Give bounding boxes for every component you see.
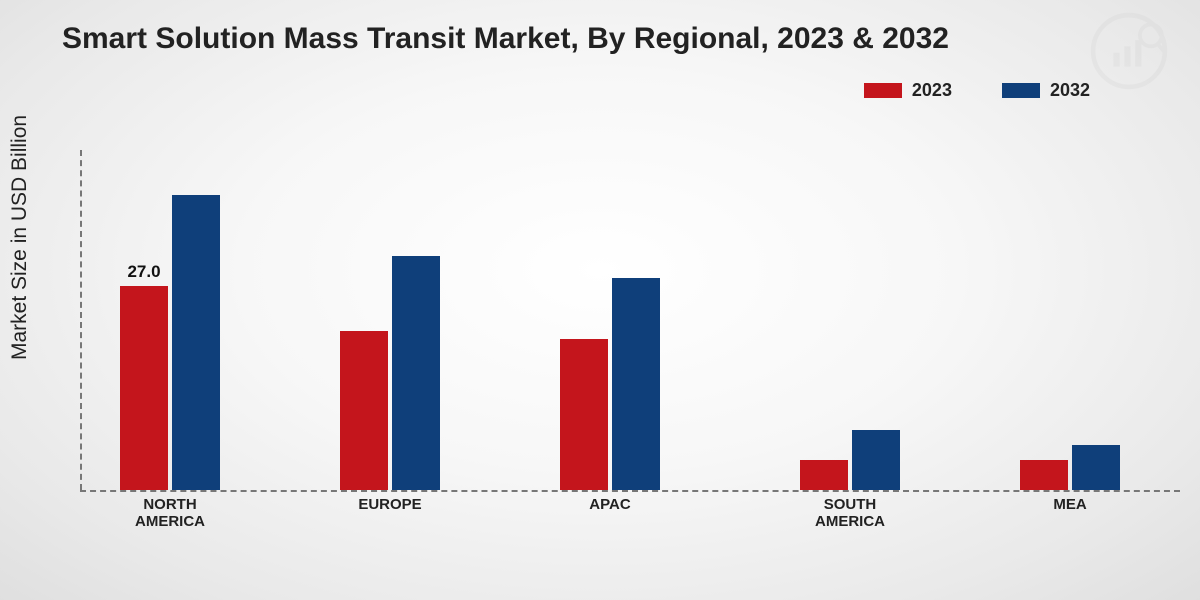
legend-item-2032: 2032 bbox=[1002, 80, 1090, 101]
bar-2032 bbox=[172, 195, 220, 490]
bar-2023 bbox=[800, 460, 848, 490]
category-label: MEA bbox=[1000, 496, 1140, 513]
bar-group bbox=[560, 278, 660, 490]
bar-2023: 27.0 bbox=[120, 286, 168, 490]
bar-group bbox=[340, 256, 440, 490]
bar-group: 27.0 bbox=[120, 195, 220, 490]
bar-group bbox=[1020, 445, 1120, 490]
bar-2023 bbox=[560, 339, 608, 490]
bar-2032 bbox=[852, 430, 900, 490]
chart-title: Smart Solution Mass Transit Market, By R… bbox=[62, 22, 949, 56]
x-axis-line bbox=[80, 490, 1180, 492]
category-label: APAC bbox=[540, 496, 680, 513]
legend-swatch-2023 bbox=[864, 83, 902, 98]
bar-group bbox=[800, 430, 900, 490]
category-label: NORTHAMERICA bbox=[100, 496, 240, 531]
watermark-logo bbox=[1090, 12, 1168, 90]
y-axis-line bbox=[80, 150, 82, 490]
chart-plot-area: 27.0 NORTHAMERICAEUROPEAPACSOUTHAMERICAM… bbox=[80, 150, 1180, 520]
bar-2032 bbox=[1072, 445, 1120, 490]
category-label: SOUTHAMERICA bbox=[780, 496, 920, 531]
category-label: EUROPE bbox=[320, 496, 460, 513]
legend-label-2032: 2032 bbox=[1050, 80, 1090, 101]
bar-2032 bbox=[612, 278, 660, 490]
bar-2023 bbox=[340, 331, 388, 490]
legend: 2023 2032 bbox=[864, 80, 1090, 101]
legend-label-2023: 2023 bbox=[912, 80, 952, 101]
legend-swatch-2032 bbox=[1002, 83, 1040, 98]
bar-value-label: 27.0 bbox=[120, 262, 168, 286]
bar-2023 bbox=[1020, 460, 1068, 490]
bar-2032 bbox=[392, 256, 440, 490]
y-axis-label: Market Size in USD Billion bbox=[8, 115, 32, 360]
legend-item-2023: 2023 bbox=[864, 80, 952, 101]
